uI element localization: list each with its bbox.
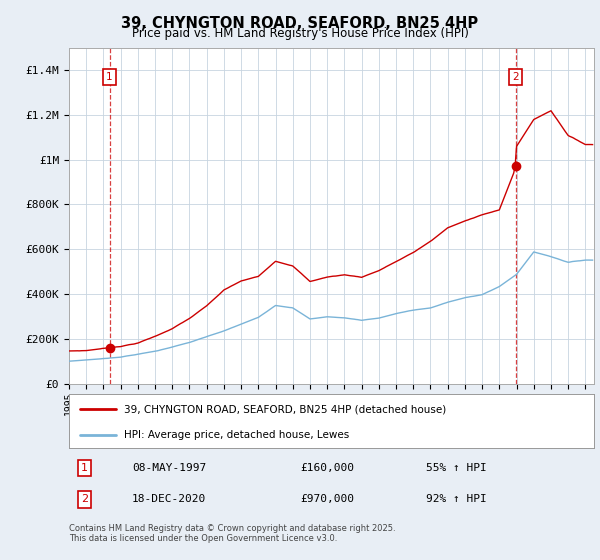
Text: HPI: Average price, detached house, Lewes: HPI: Average price, detached house, Lewe… <box>124 430 349 440</box>
Text: 55% ↑ HPI: 55% ↑ HPI <box>426 463 487 473</box>
Text: £970,000: £970,000 <box>300 494 354 505</box>
Text: Contains HM Land Registry data © Crown copyright and database right 2025.
This d: Contains HM Land Registry data © Crown c… <box>69 524 395 543</box>
Text: 08-MAY-1997: 08-MAY-1997 <box>132 463 206 473</box>
Text: 2: 2 <box>81 494 88 505</box>
Text: 39, CHYNGTON ROAD, SEAFORD, BN25 4HP (detached house): 39, CHYNGTON ROAD, SEAFORD, BN25 4HP (de… <box>124 404 446 414</box>
Text: 1: 1 <box>81 463 88 473</box>
Text: 18-DEC-2020: 18-DEC-2020 <box>132 494 206 505</box>
Text: 1: 1 <box>106 72 113 82</box>
Text: 39, CHYNGTON ROAD, SEAFORD, BN25 4HP: 39, CHYNGTON ROAD, SEAFORD, BN25 4HP <box>121 16 479 31</box>
Text: Price paid vs. HM Land Registry's House Price Index (HPI): Price paid vs. HM Land Registry's House … <box>131 27 469 40</box>
Text: £160,000: £160,000 <box>300 463 354 473</box>
Text: 92% ↑ HPI: 92% ↑ HPI <box>426 494 487 505</box>
Text: 2: 2 <box>512 72 519 82</box>
